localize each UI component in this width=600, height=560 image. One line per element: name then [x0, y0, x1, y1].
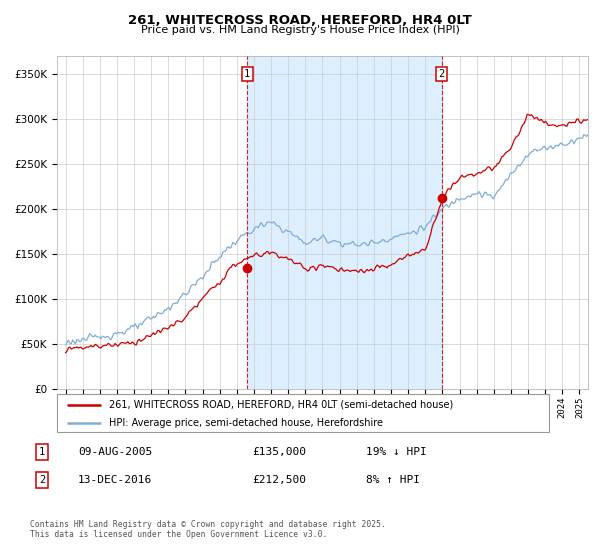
- Text: 261, WHITECROSS ROAD, HEREFORD, HR4 0LT (semi-detached house): 261, WHITECROSS ROAD, HEREFORD, HR4 0LT …: [109, 400, 453, 410]
- Text: 1: 1: [39, 447, 45, 457]
- Text: HPI: Average price, semi-detached house, Herefordshire: HPI: Average price, semi-detached house,…: [109, 418, 383, 428]
- Text: 19% ↓ HPI: 19% ↓ HPI: [366, 447, 427, 457]
- Text: 1: 1: [244, 69, 250, 79]
- Text: 09-AUG-2005: 09-AUG-2005: [78, 447, 152, 457]
- Text: 2: 2: [439, 69, 445, 79]
- Text: 13-DEC-2016: 13-DEC-2016: [78, 475, 152, 485]
- Text: £212,500: £212,500: [252, 475, 306, 485]
- Text: £135,000: £135,000: [252, 447, 306, 457]
- FancyBboxPatch shape: [57, 394, 549, 432]
- Bar: [247, 56, 442, 389]
- Text: Contains HM Land Registry data © Crown copyright and database right 2025.
This d: Contains HM Land Registry data © Crown c…: [30, 520, 386, 539]
- Text: Price paid vs. HM Land Registry's House Price Index (HPI): Price paid vs. HM Land Registry's House …: [140, 25, 460, 35]
- Text: 261, WHITECROSS ROAD, HEREFORD, HR4 0LT: 261, WHITECROSS ROAD, HEREFORD, HR4 0LT: [128, 14, 472, 27]
- Text: 8% ↑ HPI: 8% ↑ HPI: [366, 475, 420, 485]
- Text: 2: 2: [39, 475, 45, 485]
